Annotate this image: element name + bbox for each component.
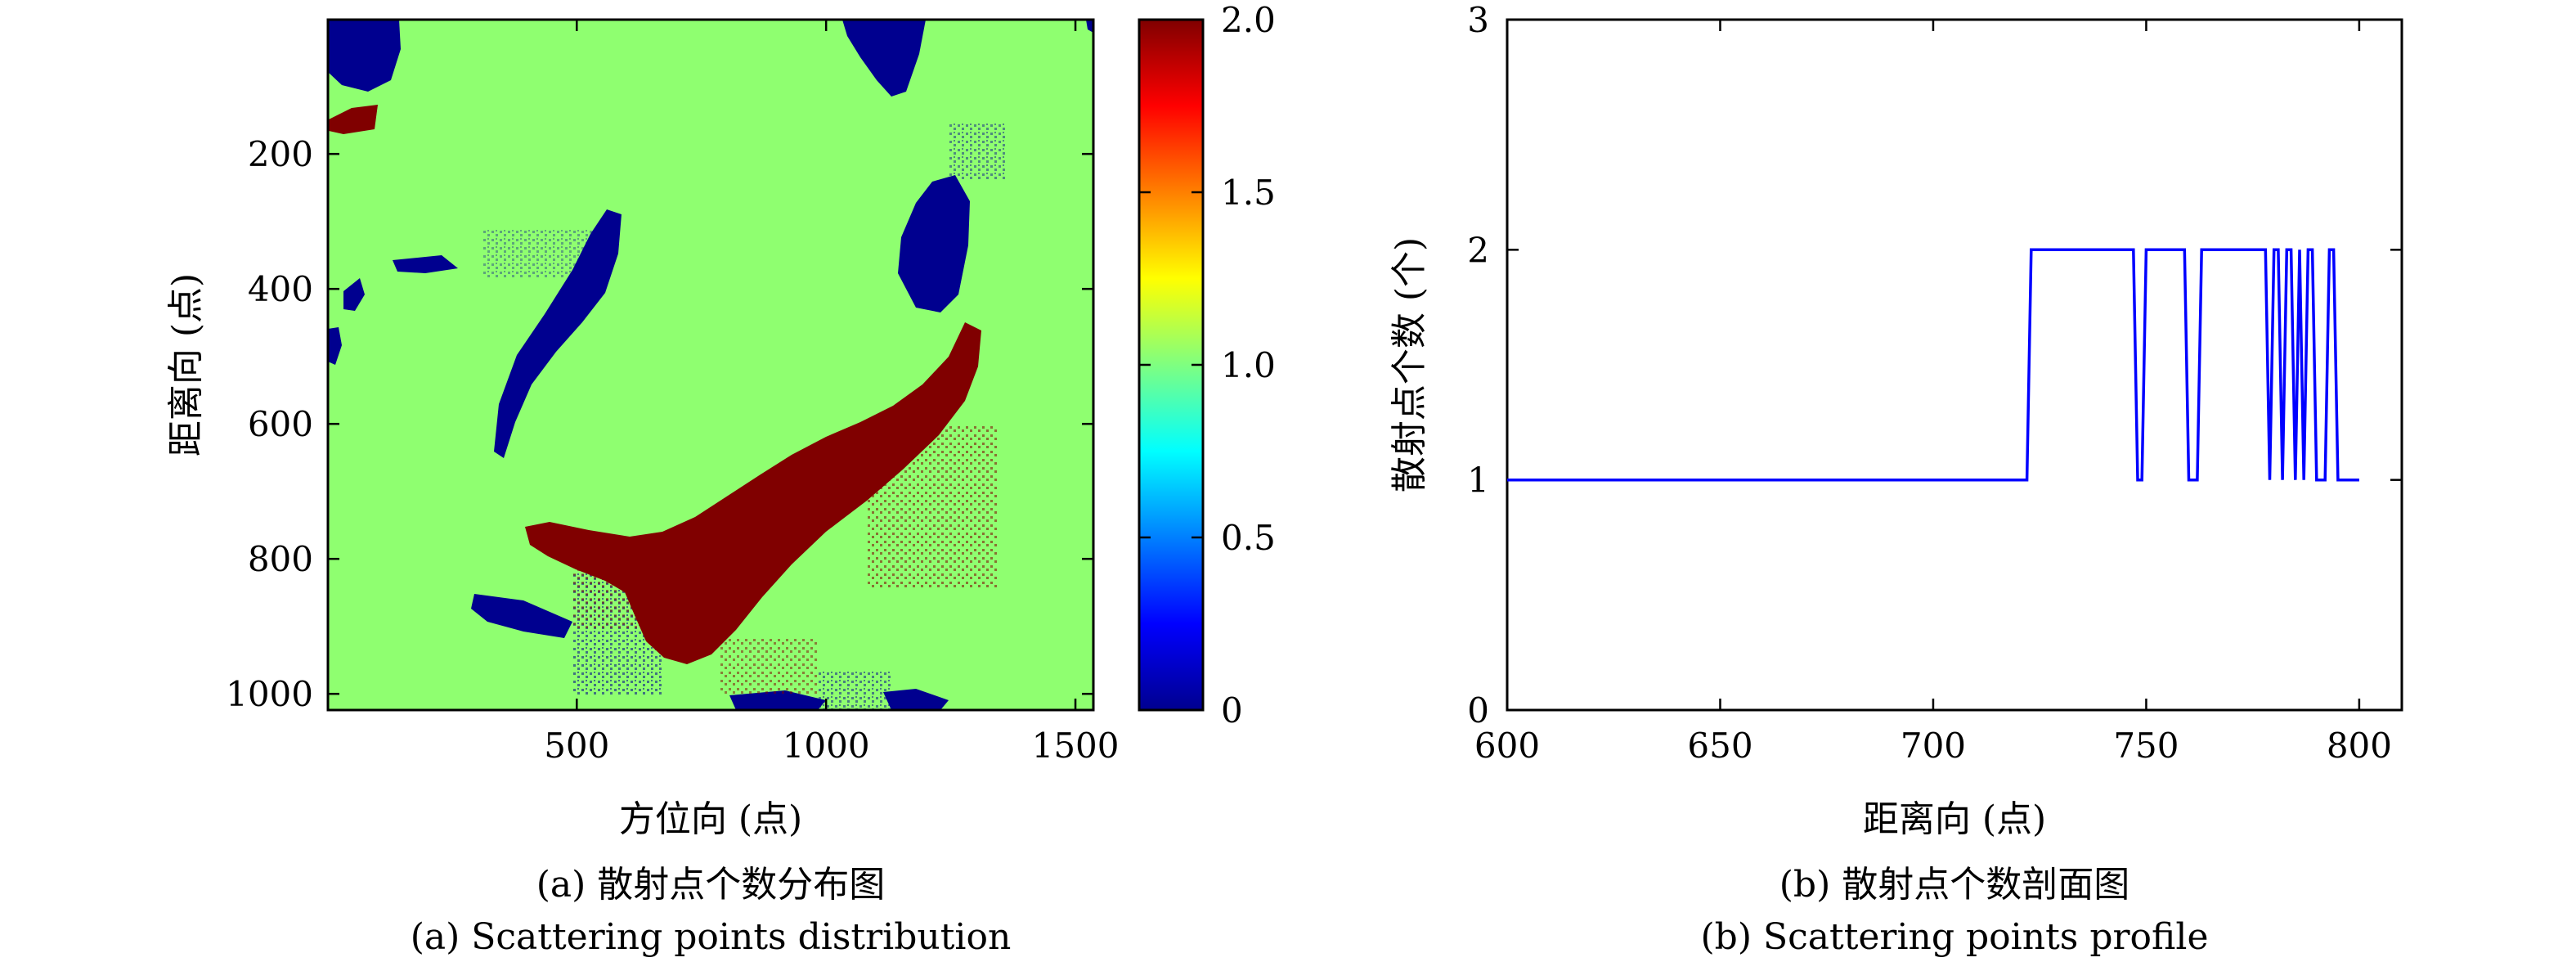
profile-series-line [1507, 248, 2359, 482]
profile-x-tick-label: 800 [2327, 726, 2392, 766]
map-frame [326, 18, 1095, 712]
map-speckle-two [720, 638, 818, 695]
scattering-count-map [328, 20, 1093, 710]
map-speckle-zero [482, 229, 597, 278]
map-region-zero [328, 327, 342, 365]
map-y-tick-label: 1000 [226, 674, 313, 714]
map-y-tick-label: 200 [248, 134, 313, 174]
map-x-tick-label: 1500 [1032, 726, 1120, 766]
profile-ticks: 600 650 700 750 800 0 1 2 3 [1467, 0, 2402, 766]
colorbar-tick-label: 2.0 [1221, 0, 1276, 40]
map-region-zero [393, 255, 458, 273]
colorbar-ticks: 0 0.5 1.0 1.5 2.0 [1139, 0, 1276, 730]
map-region-zero [471, 594, 572, 638]
map-x-label: 方位向 (点) [619, 798, 802, 840]
map-caption-cn: (a) 散射点个数分布图 [536, 864, 886, 906]
profile-panel: 600 650 700 750 800 0 1 2 3 距离向 (点) 散射点个数 (个) (b… [1389, 0, 2403, 958]
map-speckle-zero [949, 123, 1006, 180]
map-region-zero [898, 175, 970, 312]
map-x-tick-label: 1000 [783, 726, 870, 766]
colorbar-tick-label: 1.5 [1221, 173, 1276, 213]
profile-y-tick-label: 3 [1467, 0, 1489, 40]
colorbar-tick-label: 1.0 [1221, 345, 1276, 385]
profile-x-tick-label: 750 [2113, 726, 2179, 766]
map-y-tick-label: 600 [248, 404, 313, 444]
map-region-zero [343, 278, 365, 311]
map-y-label: 距离向 (点) [165, 273, 207, 456]
profile-y-tick-label: 1 [1467, 461, 1489, 501]
map-y-tick-label: 400 [248, 269, 313, 309]
profile-y-label: 散射点个数 (个) [1389, 237, 1430, 492]
profile-x-tick-label: 650 [1687, 726, 1752, 766]
map-speckle-two [572, 556, 654, 630]
profile-x-tick-label: 700 [1901, 726, 1966, 766]
map-speckle-two [867, 425, 998, 589]
profile-frame [1506, 18, 2403, 712]
map-caption-en: (a) Scattering points distribution [411, 916, 1012, 958]
profile-x-label: 距离向 (点) [1863, 798, 2046, 840]
map-speckle-zero [818, 671, 891, 710]
map-region-zero [328, 20, 401, 92]
map-region-two [329, 105, 378, 134]
map-region-zero [842, 20, 926, 97]
colorbar-tick-label: 0.5 [1221, 518, 1276, 558]
map-y-tick-label: 800 [248, 539, 313, 579]
distribution-map-panel: 500 1000 1500 200 400 600 800 1000 0 0.5 1.0 1.5 2.… [165, 0, 1276, 958]
colorbar-tick-label: 0 [1221, 690, 1243, 730]
profile-caption-en: (b) Scattering points profile [1701, 916, 2209, 958]
map-region-zero [883, 689, 949, 710]
map-x-tick-label: 500 [544, 726, 609, 766]
profile-y-tick-label: 2 [1467, 230, 1489, 270]
profile-x-tick-label: 600 [1474, 726, 1540, 766]
profile-y-tick-label: 0 [1467, 690, 1489, 730]
map-region-zero [1086, 20, 1093, 33]
map-ticks: 500 1000 1500 200 400 600 800 1000 [226, 20, 1119, 766]
profile-caption-cn: (b) 散射点个数剖面图 [1779, 864, 2129, 906]
